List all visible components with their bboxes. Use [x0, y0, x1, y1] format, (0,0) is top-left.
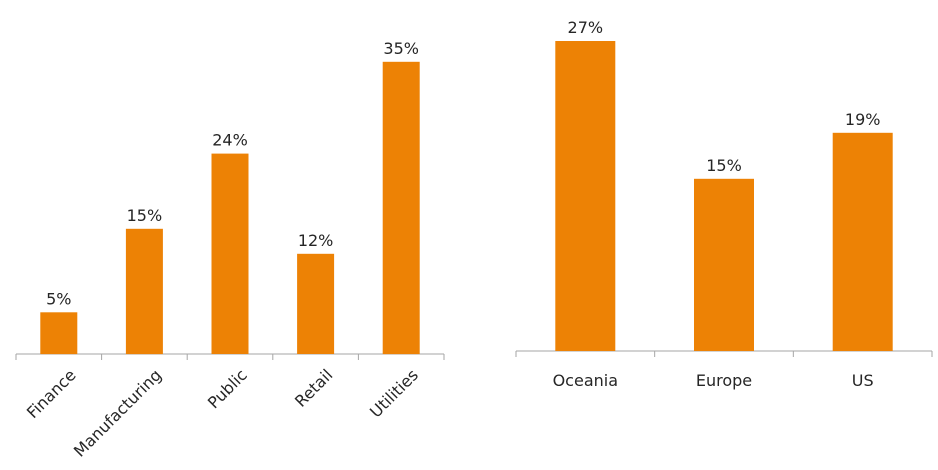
bar-oceania — [555, 41, 616, 351]
bar-utilities — [382, 61, 420, 355]
data-label-europe: 15% — [706, 156, 742, 175]
tick-label-finance: Finance — [23, 365, 80, 422]
tick-label-europe: Europe — [696, 371, 752, 390]
data-label-finance: 5% — [46, 289, 71, 308]
tick-label-public: Public — [204, 365, 251, 412]
bar-europe — [694, 178, 754, 351]
region-bar-chart: 27% Oceania 15% Europe 19% US — [515, 18, 933, 390]
data-label-public: 24% — [212, 131, 248, 150]
bar-public — [211, 153, 249, 354]
tick-label-manufacturing: Manufacturing — [70, 365, 165, 460]
tick-label-retail: Retail — [291, 365, 336, 410]
bar-us — [832, 132, 893, 351]
bar-finance — [40, 312, 78, 355]
bar-manufacturing — [125, 228, 163, 355]
data-label-us: 19% — [845, 110, 881, 129]
data-label-manufacturing: 15% — [127, 206, 163, 225]
bar-retail — [297, 253, 335, 354]
tick-label-oceania: Oceania — [553, 371, 618, 390]
industry-bar-chart: 5% Finance 15% Manufacturing 24% Public 12% Ret… — [15, 39, 445, 461]
data-label-utilities: 35% — [383, 39, 419, 58]
tick-label-us: US — [852, 371, 874, 390]
data-label-oceania: 27% — [568, 18, 604, 37]
tick-label-utilities: Utilities — [366, 365, 422, 421]
data-label-retail: 12% — [298, 231, 334, 250]
